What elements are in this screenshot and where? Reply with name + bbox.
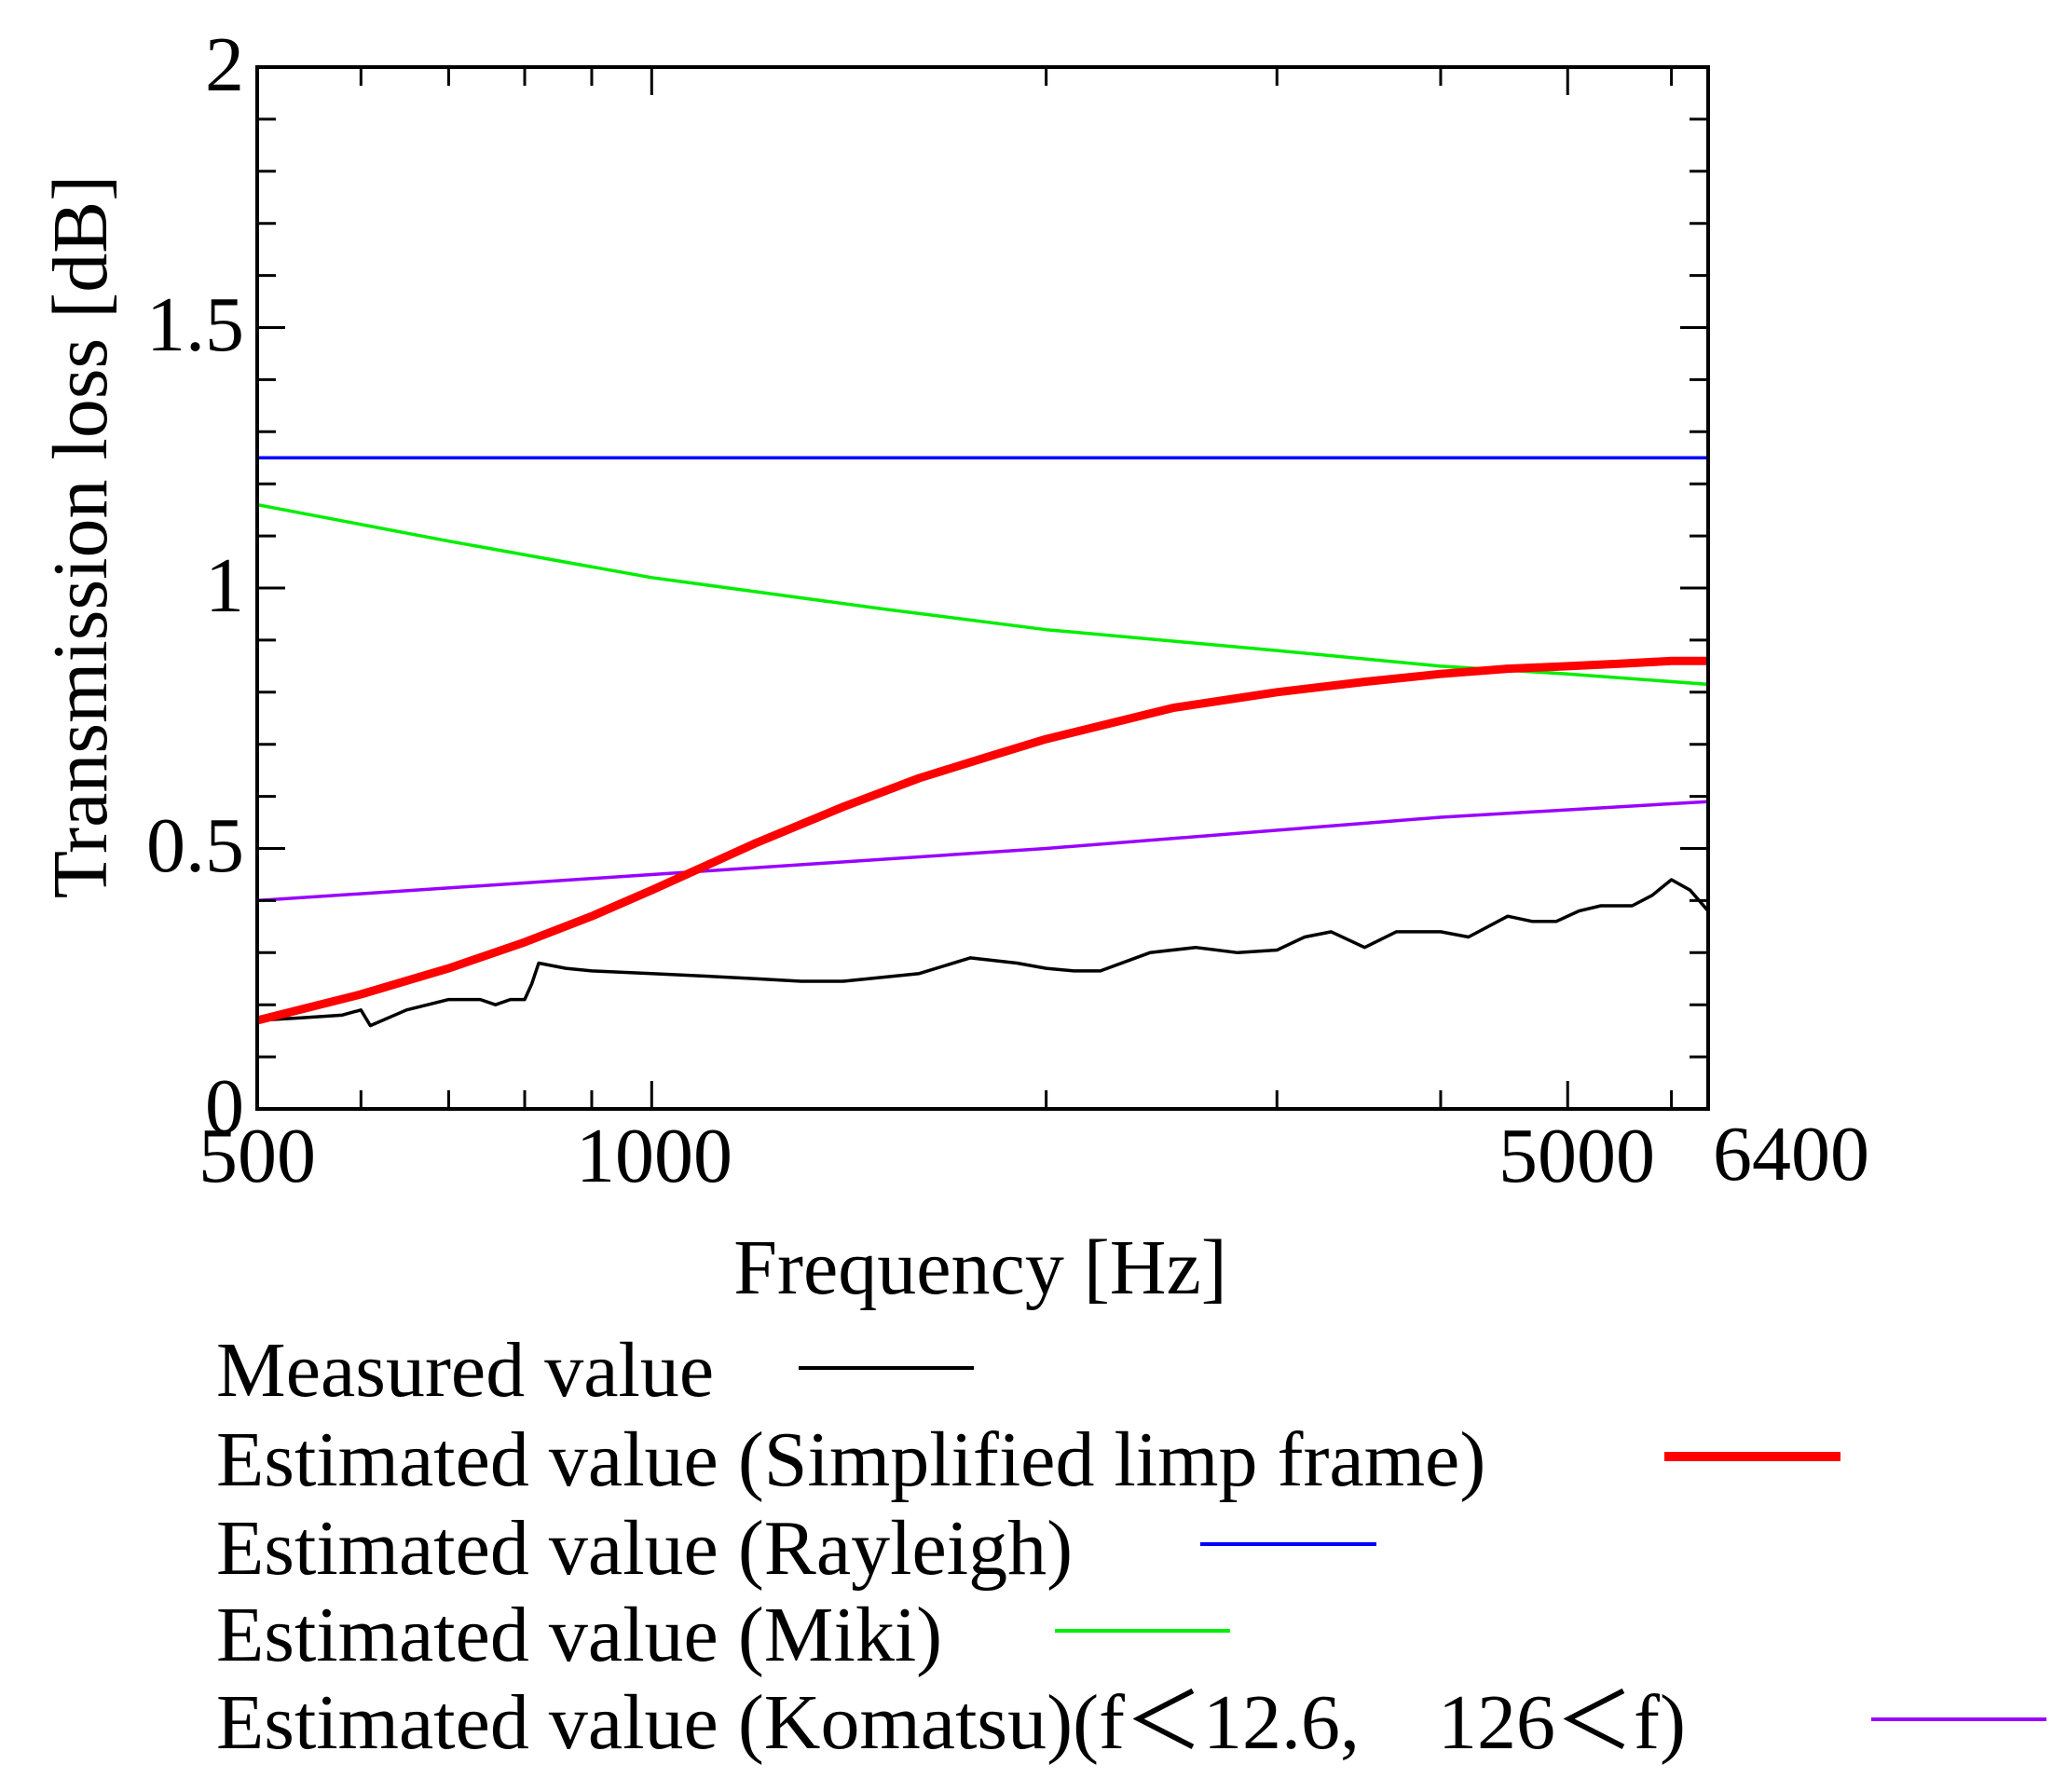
legend-label-miki: Estimated value (Miki)	[216, 1592, 942, 1678]
x-axis-title: Frequency [Hz]	[733, 1224, 1226, 1311]
legend-label-komatsu: Estimated value (Komatsu)(f＜12.6, 126＜f)	[216, 1679, 1686, 1766]
series-line-simplified-limp-frame	[257, 656, 1708, 1025]
legend-label-simplified-limp-frame: Estimated value (Simplified limp frame)	[216, 1416, 1485, 1503]
legend-item-miki: Estimated value (Miki)	[216, 1592, 1230, 1678]
series-line-measured	[257, 878, 1708, 1028]
y-tick-label: 1	[205, 542, 244, 629]
y-tick-label: 2	[205, 21, 244, 108]
x-tick-label: 500	[198, 1113, 316, 1199]
legend-item-komatsu: Estimated value (Komatsu)(f＜12.6, 126＜f)	[216, 1679, 2046, 1766]
legend-label-measured: Measured value	[216, 1327, 714, 1414]
x-tick-label: 1000	[576, 1113, 732, 1199]
axis-ticks	[257, 67, 1708, 1109]
x-axis-tick-labels: 500 1000 5000 6400	[198, 1111, 1869, 1199]
plot-frame	[255, 65, 1710, 1111]
legend-item-rayleigh: Estimated value (Rayleigh)	[216, 1505, 1376, 1592]
series-line-komatsu	[257, 800, 1708, 903]
legend-item-simplified-limp-frame: Estimated value (Simplified limp frame)	[216, 1416, 1840, 1503]
y-tick-label: 0	[205, 1063, 244, 1150]
series-layer	[257, 456, 1708, 1028]
y-axis-tick-labels: 0 0.5 1 1.5 2	[146, 21, 244, 1150]
y-tick-label: 0.5	[146, 802, 244, 889]
x-tick-label: 5000	[1498, 1113, 1655, 1199]
legend-item-measured: Measured value	[216, 1327, 974, 1414]
y-axis-title: Transmission loss [dB]	[37, 175, 124, 898]
series-line-miki	[257, 502, 1708, 687]
x-tick-label: 6400	[1713, 1111, 1869, 1197]
legend-label-rayleigh: Estimated value (Rayleigh)	[216, 1505, 1073, 1592]
legend: Measured value Estimated value (Simplifi…	[216, 1327, 2046, 1766]
y-tick-label: 1.5	[146, 281, 244, 368]
